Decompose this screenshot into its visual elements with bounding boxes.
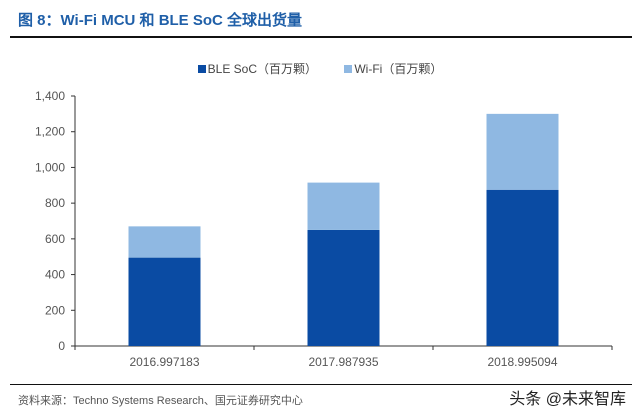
bar-ble <box>128 257 201 346</box>
legend-label: Wi-Fi（百万颗） <box>354 62 443 76</box>
watermark: 头条 @未来智库 <box>509 391 626 408</box>
legend-item-wifi: Wi-Fi（百万颗） <box>344 60 442 77</box>
y-tick-label: 1,000 <box>35 160 65 174</box>
y-tick-label: 1,200 <box>35 125 65 139</box>
bar-ble <box>307 229 380 346</box>
bar-wifi <box>486 113 559 190</box>
figure-title: 图 8：Wi-Fi MCU 和 BLE SoC 全球出货量 <box>18 12 303 29</box>
legend-label: BLE SoC（百万颗） <box>207 62 318 76</box>
top-rule <box>10 36 632 38</box>
y-tick-label: 400 <box>45 268 65 282</box>
legend-item-ble: BLE SoC（百万颗） <box>197 60 318 77</box>
bar-wifi <box>307 182 380 230</box>
y-tick-label: 800 <box>45 196 65 210</box>
y-tick-label: 200 <box>45 303 65 317</box>
y-tick-label: 600 <box>45 232 65 246</box>
bar-ble <box>486 189 559 346</box>
source-note: 资料来源：Techno Systems Research、国元证券研究中心 <box>18 395 303 407</box>
y-tick-label: 0 <box>58 339 65 353</box>
y-tick-label: 1,400 <box>35 89 65 103</box>
x-tick-label: 2016.997183 <box>129 355 199 369</box>
x-tick-label: 2018.995094 <box>487 355 557 369</box>
legend: BLE SoC（百万颗） Wi-Fi（百万颗） <box>0 60 640 77</box>
x-tick-label: 2017.987935 <box>308 355 378 369</box>
bottom-rule <box>10 384 632 385</box>
bar-wifi <box>128 226 201 258</box>
